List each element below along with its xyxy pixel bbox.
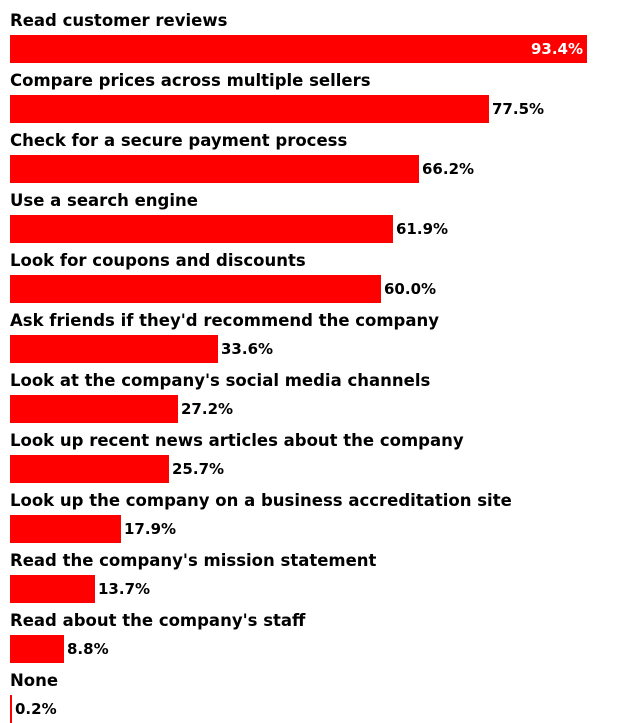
bar-row: Look up the company on a business accred… — [10, 482, 629, 543]
bar-row: Look for coupons and discounts 60.0% — [10, 242, 629, 303]
bar — [10, 335, 218, 363]
value-label: 17.9% — [124, 520, 177, 538]
category-label: Compare prices across multiple sellers — [10, 71, 371, 90]
bar-row: Read the company's mission statement 13.7… — [10, 542, 629, 603]
bar-row: Read about the company's staff 8.8% — [10, 602, 629, 663]
bar — [10, 95, 489, 123]
category-label: Look at the company's social media chann… — [10, 371, 431, 390]
bar — [10, 35, 587, 63]
category-label: Ask friends if they'd recommend the comp… — [10, 311, 440, 330]
bar-row: Check for a secure payment process 66.2% — [10, 122, 629, 183]
value-label: 93.4% — [530, 40, 583, 58]
bar — [10, 455, 169, 483]
category-label: Read about the company's staff — [10, 611, 306, 630]
category-label: Look for coupons and discounts — [10, 251, 306, 270]
bar — [10, 395, 178, 423]
value-label: 77.5% — [492, 100, 545, 118]
category-label: Use a search engine — [10, 191, 198, 210]
category-label: Read customer reviews — [10, 11, 228, 30]
bar-row: Ask friends if they'd recommend the comp… — [10, 302, 629, 363]
bar-row: Look up recent news articles about the c… — [10, 422, 629, 483]
category-label: Look up recent news articles about the c… — [10, 431, 464, 450]
bar-row: Use a search engine 61.9% — [10, 182, 629, 243]
value-label: 66.2% — [422, 160, 475, 178]
bar — [10, 695, 12, 723]
bar — [10, 275, 381, 303]
bar — [10, 575, 95, 603]
bar-row: Look at the company's social media chann… — [10, 362, 629, 423]
value-label: 27.2% — [181, 400, 234, 418]
value-label: 61.9% — [396, 220, 449, 238]
value-label: 33.6% — [221, 340, 274, 358]
value-label: 60.0% — [384, 280, 437, 298]
value-label: 0.2% — [15, 700, 57, 718]
category-label: Check for a secure payment process — [10, 131, 348, 150]
bar-row: Compare prices across multiple sellers 77… — [10, 62, 629, 123]
bar — [10, 155, 419, 183]
bar — [10, 215, 393, 243]
bar-row: Read customer reviews 93.4% — [10, 2, 629, 63]
value-label: 25.7% — [172, 460, 225, 478]
bar — [10, 515, 121, 543]
bar — [10, 635, 64, 663]
value-label: 8.8% — [67, 640, 109, 658]
category-label: None — [10, 671, 59, 690]
bar-row: None 0.2% — [10, 662, 629, 723]
category-label: Read the company's mission statement — [10, 551, 377, 570]
category-label: Look up the company on a business accred… — [10, 491, 512, 510]
value-label: 13.7% — [98, 580, 151, 598]
